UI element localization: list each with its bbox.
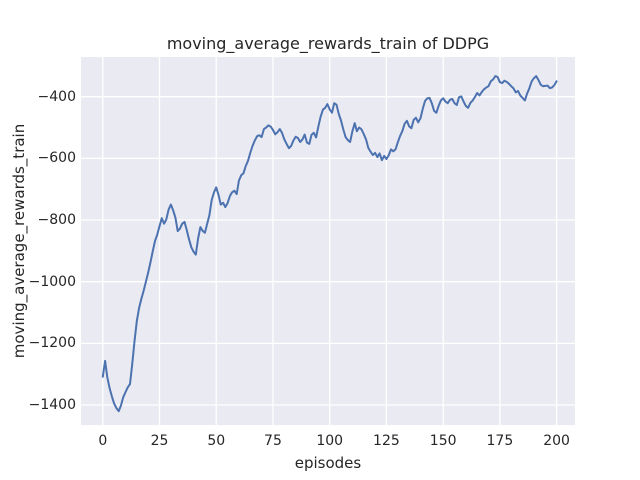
chart-title: moving_average_rewards_train of DDPG [166,34,490,53]
plot-area [81,57,575,425]
x-tick-label: 25 [150,433,169,449]
line-chart-svg [81,57,575,425]
x-tick-label: 125 [373,433,400,449]
y-tick-label: −400 [37,88,76,105]
y-tick-label: −1400 [28,397,76,414]
x-tick-label: 100 [316,433,344,449]
reward-line [101,75,558,413]
y-tick-label: −800 [37,212,76,229]
x-tick-label: 175 [486,433,514,449]
x-tick-label: 75 [264,433,282,449]
x-axis-label: episodes [294,454,362,472]
y-tick-label: −1000 [28,273,76,290]
y-tick-label: −1200 [28,335,76,352]
x-tick-label: 200 [543,433,570,449]
x-tick-label: 0 [98,433,108,449]
x-tick-label: 150 [429,433,457,449]
x-tick-label: 50 [207,433,226,449]
y-tick-label: −600 [37,150,76,167]
